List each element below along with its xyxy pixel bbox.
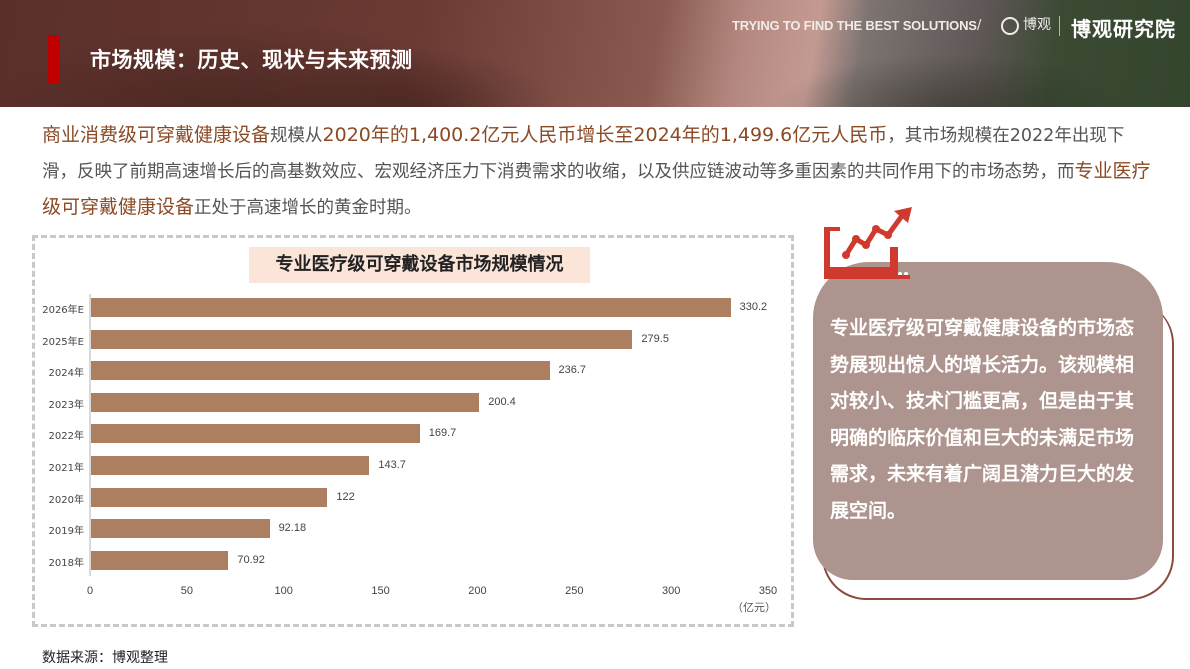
chart-container <box>32 235 794 627</box>
bar <box>91 361 550 381</box>
bar-value-label: 143.7 <box>378 459 406 471</box>
x-tick-label: 0 <box>86 585 94 597</box>
brand-divider <box>1059 16 1060 36</box>
y-axis-line <box>89 294 91 576</box>
bar <box>91 424 420 444</box>
bar-value-label: 92.18 <box>278 522 307 535</box>
x-tick-label: 250 <box>565 585 584 597</box>
highlight-medical-devices: 专业医疗级可穿戴健康设备 <box>42 160 1151 218</box>
category-label: 2020年 <box>48 494 84 506</box>
chart-title: 专业医疗级可穿戴设备市场规模情况 <box>249 247 590 283</box>
intro-text: 规模从 <box>270 126 323 146</box>
tagline: TRYING TO FIND THE BEST SOLUTIONS <box>732 18 977 33</box>
bar <box>91 487 328 507</box>
bar <box>91 456 370 475</box>
bar-value-label: 169.7 <box>428 427 457 440</box>
x-tick-label: 150 <box>371 585 390 597</box>
intro-text: ，其市场规模在2022年出现下滑，反映了前期高速增长后的高基数效应、宏观经济压力… <box>42 126 1125 182</box>
bar-value-label: 330.2 <box>739 301 768 313</box>
tagline-separator: / <box>977 18 982 33</box>
x-tick-label: 300 <box>661 585 681 597</box>
category-label: 2023年 <box>48 399 84 411</box>
bar <box>91 298 731 317</box>
x-tick-label: 50 <box>180 585 193 597</box>
bar-value-label: 122 <box>336 490 355 503</box>
x-axis-unit: （亿元） <box>732 601 776 614</box>
bar-value-label: 70.92 <box>237 553 265 566</box>
category-label: 2022年 <box>48 431 84 443</box>
insight-card <box>813 262 1163 580</box>
bar <box>91 519 270 539</box>
logo-mark: 博观 <box>1023 17 1051 33</box>
bar-value-label: 279.5 <box>641 332 669 345</box>
data-source: 数据来源：博观整理 <box>42 650 168 666</box>
card-text: 专业医疗级可穿戴健康设备的市场态势展现出惊人的增长活力。该规模相对较小、技术门槛… <box>830 317 1135 522</box>
page-header: 市场规模：历史、现状与未来预测 TRYING TO FIND THE BEST … <box>0 0 1190 107</box>
category-label: 2025年E <box>42 336 84 348</box>
category-label: 2024年 <box>48 368 84 380</box>
x-tick-label: 100 <box>274 585 293 597</box>
mountain-background <box>0 0 1190 107</box>
x-tick-label: 350 <box>758 585 778 597</box>
category-label: 2021年 <box>48 463 84 474</box>
logo-ring-icon <box>1001 17 1019 35</box>
category-label: 2026年E <box>42 305 84 316</box>
x-tick-label: 200 <box>468 585 487 597</box>
bar-value-label: 200.4 <box>488 395 516 408</box>
title-accent-bar <box>48 35 60 84</box>
bar <box>91 392 480 412</box>
highlight-consumer-devices: 商业消费级可穿戴健康设备 <box>42 124 271 146</box>
intro-paragraph: 商业消费级可穿戴健康设备规模从2020年的1,400.2亿元人民币增长至2024… <box>42 118 1152 226</box>
intro-text: 正处于高速增长的黄金时期。 <box>194 198 422 218</box>
bar-value-label: 236.7 <box>558 364 587 377</box>
growth-chart-icon <box>824 207 912 279</box>
brand-name: 博观研究院 <box>1071 17 1176 41</box>
bar <box>91 550 229 570</box>
page-title: 市场规模：历史、现状与未来预测 <box>90 48 413 72</box>
category-label: 2019年 <box>48 526 84 538</box>
category-label: 2018年 <box>48 557 84 569</box>
highlight-market-growth: 2020年的1,400.2亿元人民币增长至2024年的1,499.6亿元人民币 <box>322 124 888 146</box>
bar <box>91 329 633 349</box>
